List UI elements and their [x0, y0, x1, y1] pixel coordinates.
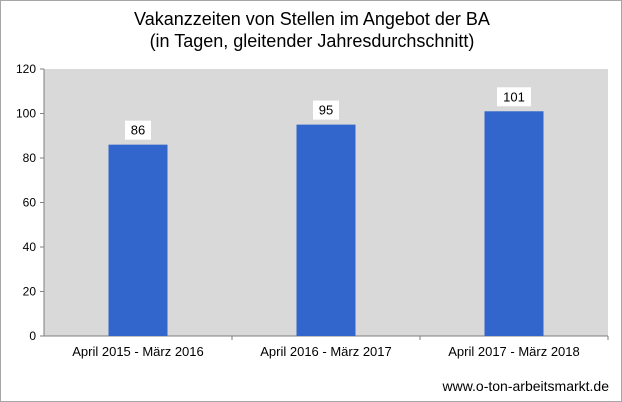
source-url: www.o-ton-arbeitsmarkt.de	[442, 378, 609, 394]
y-tick-label: 120	[16, 62, 36, 76]
data-label: 95	[319, 103, 333, 118]
y-tick-label: 100	[16, 107, 36, 121]
bar	[484, 111, 544, 337]
y-tick-label: 80	[23, 151, 37, 165]
chart-title-line-1: Vakanzzeiten von Stellen im Angebot der …	[134, 9, 490, 29]
bar	[108, 144, 168, 336]
y-tick-label: 0	[29, 329, 36, 343]
bar	[296, 124, 356, 336]
chart-title: Vakanzzeiten von Stellen im Angebot der …	[1, 8, 622, 52]
x-category-label: April 2017 - März 2018	[448, 344, 580, 359]
data-label-box	[313, 100, 339, 120]
data-label-box	[497, 87, 531, 107]
x-category-label: April 2016 - März 2017	[260, 344, 392, 359]
data-label: 101	[503, 89, 525, 104]
chart-title-line-2: (in Tagen, gleitender Jahresdurchschnitt…	[149, 31, 475, 51]
data-label-box	[125, 120, 151, 140]
y-tick-label: 20	[23, 285, 37, 299]
y-tick-label: 60	[23, 196, 37, 210]
data-label: 86	[131, 123, 145, 138]
y-tick-label: 40	[23, 240, 37, 254]
x-category-label: April 2015 - März 2016	[72, 344, 204, 359]
